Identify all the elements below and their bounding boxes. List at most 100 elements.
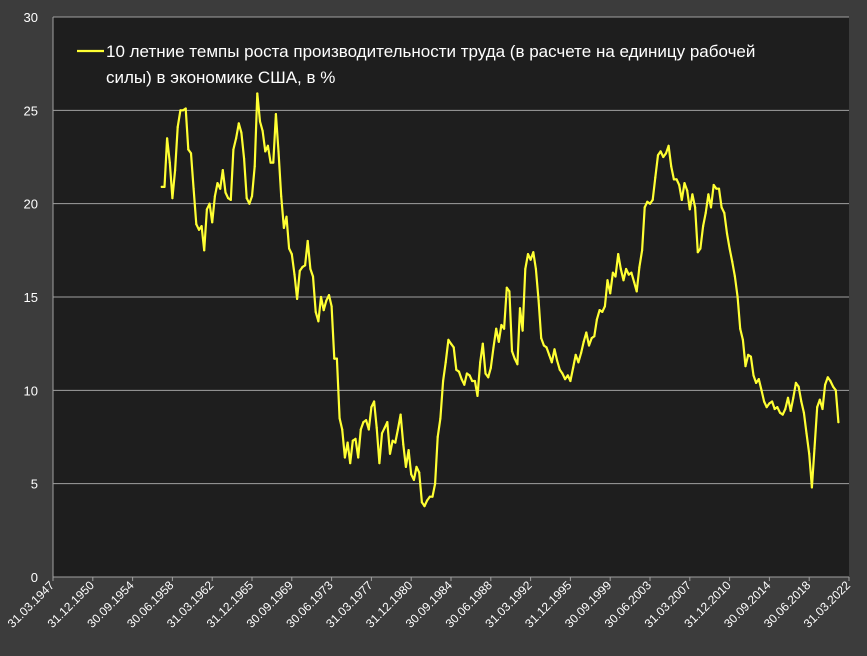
data-point (656, 154, 660, 157)
data-point (585, 331, 588, 334)
data-point (755, 381, 758, 384)
data-point (428, 495, 431, 498)
data-point (322, 309, 325, 312)
data-point (365, 419, 368, 422)
data-point (503, 327, 506, 330)
data-point (168, 161, 171, 164)
data-point (550, 361, 553, 364)
data-point (457, 370, 461, 373)
data-point (179, 109, 182, 112)
data-point (630, 271, 633, 274)
data-point (776, 406, 779, 409)
data-point (794, 381, 798, 384)
data-point (256, 92, 259, 95)
data-point (635, 290, 638, 293)
data-point (359, 428, 362, 431)
data-point (423, 505, 426, 508)
y-tick-label: 20 (24, 197, 38, 212)
data-point (670, 165, 673, 168)
data-point (402, 443, 405, 446)
data-point (219, 187, 222, 190)
data-point (277, 150, 280, 153)
data-point (471, 379, 474, 383)
data-points (160, 92, 840, 508)
data-point (601, 310, 604, 313)
data-point (495, 327, 498, 330)
data-point (415, 465, 418, 468)
data-point (664, 152, 668, 155)
data-point (197, 228, 201, 231)
data-point (654, 176, 657, 179)
data-point (627, 273, 630, 276)
data-point (489, 366, 492, 369)
data-point (465, 372, 468, 375)
data-point (548, 353, 551, 356)
data-point (593, 335, 596, 338)
data-point (553, 348, 556, 351)
data-point (784, 407, 787, 411)
data-point (229, 198, 232, 201)
data-point (436, 435, 439, 439)
data-point (606, 279, 609, 282)
data-point (619, 267, 622, 271)
data-point (688, 208, 691, 211)
data-point (195, 223, 198, 226)
data-point (346, 441, 349, 444)
data-point (388, 452, 392, 455)
data-point (534, 267, 538, 271)
data-point (691, 193, 694, 196)
data-point (487, 376, 490, 379)
y-tick-label: 30 (24, 10, 38, 25)
data-point (529, 258, 532, 261)
data-point (805, 432, 808, 435)
data-point (768, 402, 771, 405)
data-point (595, 318, 599, 321)
data-point (163, 185, 166, 188)
data-point (808, 452, 811, 455)
data-point (407, 449, 410, 452)
data-point (580, 351, 583, 355)
data-point (272, 161, 275, 164)
data-point (542, 344, 546, 347)
data-point (317, 320, 320, 323)
data-point (375, 426, 378, 429)
data-point (216, 182, 219, 185)
legend-label-line-1: 10 летние темпы роста производительности… (106, 42, 755, 61)
data-point (227, 197, 230, 200)
data-point (261, 129, 264, 132)
data-point (484, 372, 487, 375)
data-point (184, 107, 187, 110)
data-point (739, 327, 742, 330)
data-point (253, 165, 256, 168)
data-point (760, 389, 763, 392)
data-point (285, 215, 288, 218)
data-point (160, 185, 163, 188)
data-point (373, 400, 376, 403)
data-point (288, 247, 291, 250)
data-point (378, 462, 381, 465)
data-point (574, 353, 577, 356)
data-point (510, 350, 514, 353)
data-point (176, 126, 179, 129)
data-point (237, 122, 240, 125)
data-point (174, 169, 177, 172)
data-point (614, 275, 617, 278)
data-point (678, 183, 681, 187)
data-point (672, 178, 676, 181)
data-point (386, 421, 389, 424)
data-point (744, 365, 747, 368)
data-point (834, 389, 837, 392)
data-point (786, 396, 790, 399)
y-tick-label: 10 (24, 383, 38, 398)
data-point (524, 267, 527, 271)
data-point (680, 198, 683, 201)
data-point (181, 109, 185, 112)
data-point (800, 400, 803, 403)
data-point (816, 406, 819, 409)
legend: 10 летние темпы роста производительности… (77, 42, 755, 87)
data-point (590, 337, 593, 340)
data-point (569, 379, 572, 383)
data-point (208, 202, 211, 205)
data-point (396, 428, 399, 431)
y-tick-label: 25 (24, 103, 38, 118)
